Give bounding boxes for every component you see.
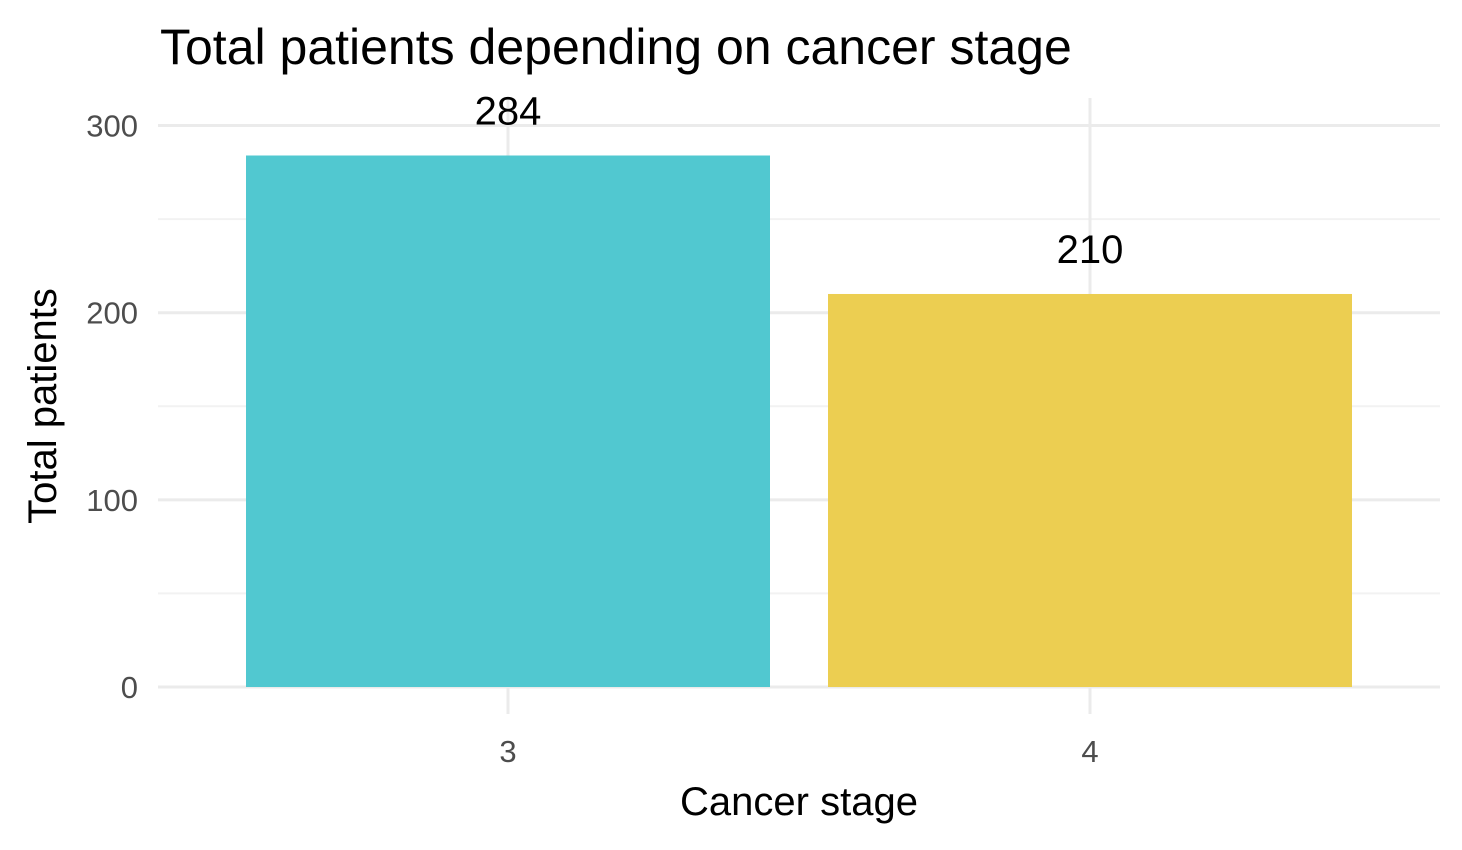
bar-stage-3 <box>246 155 770 687</box>
chart-title: Total patients depending on cancer stage <box>160 19 1072 75</box>
bar-series <box>246 155 1352 687</box>
x-tick-label: 4 <box>1081 734 1098 769</box>
y-axis-ticks: 0 100 200 300 <box>86 109 138 705</box>
y-tick-label: 300 <box>86 109 138 144</box>
y-tick-label: 200 <box>86 296 138 331</box>
y-tick-label: 0 <box>121 670 138 705</box>
data-label: 210 <box>1057 228 1124 272</box>
data-labels: 284 210 <box>475 89 1124 271</box>
bar-stage-4 <box>828 293 1352 687</box>
y-tick-label: 100 <box>86 483 138 518</box>
data-label: 284 <box>475 89 542 133</box>
x-axis-title: Cancer stage <box>680 780 918 824</box>
x-tick-label: 3 <box>499 734 516 769</box>
y-axis-title: Total patients <box>21 288 65 524</box>
